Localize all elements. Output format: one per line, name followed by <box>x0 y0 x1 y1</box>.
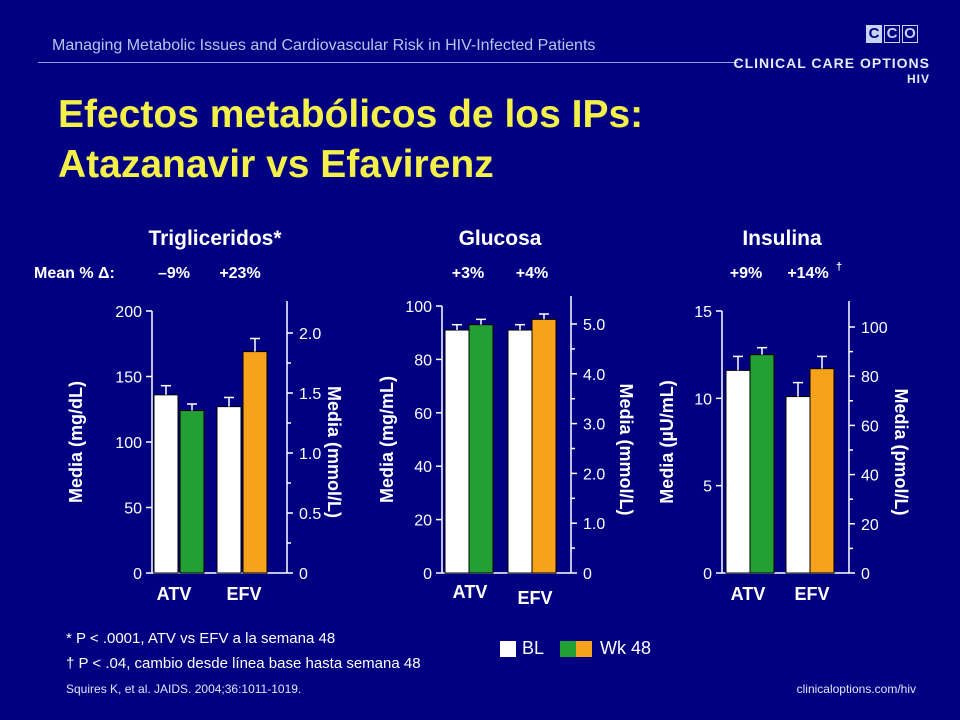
y2-tick-label: 1.5 <box>299 386 321 403</box>
y2-tick-label: 2.0 <box>299 326 321 343</box>
bar <box>785 396 811 574</box>
y-tick-label: 0 <box>133 566 142 583</box>
slide-title: Efectos metabólicos de los IPs: Atazanav… <box>58 90 643 190</box>
reference: Squires K, et al. JAIDS. 2004;36:1011-10… <box>66 682 302 696</box>
y2-tick-label: 20 <box>861 517 879 534</box>
category-label: EFV <box>517 588 552 608</box>
header-text: Managing Metabolic Issues and Cardiovasc… <box>52 37 596 54</box>
title-line-1: Efectos metabólicos de los IPs: <box>58 93 644 136</box>
mean-change-label: +4% <box>516 265 548 282</box>
y-axis-label: Media (µU/mL) <box>657 380 677 503</box>
legend-label-wk48: Wk 48 <box>600 638 652 658</box>
category-label: ATV <box>731 584 766 604</box>
y-tick-label: 20 <box>414 513 432 530</box>
title-line-2: Atazanavir vs Efavirenz <box>58 143 494 186</box>
bar <box>468 324 494 574</box>
header-rule <box>38 62 738 63</box>
bar <box>725 369 751 574</box>
footnote-2: † P < .04, cambio desde línea base hasta… <box>66 655 421 672</box>
bar <box>216 406 242 574</box>
category-label: EFV <box>226 584 261 604</box>
mean-change-label: –9% <box>158 265 190 282</box>
mean-change-label: +3% <box>452 265 484 282</box>
y2-tick-label: 40 <box>861 468 879 485</box>
category-label: ATV <box>157 584 192 604</box>
y-axis-label: Media (mg/dL) <box>66 381 86 503</box>
bar <box>179 410 205 574</box>
y-tick-label: 50 <box>124 501 142 518</box>
legend-swatch-wk48-efv <box>576 640 593 657</box>
bar <box>507 329 533 574</box>
brand-sub: HIV <box>906 72 930 86</box>
category-label: EFV <box>794 584 829 604</box>
y-tick-label: 5 <box>703 479 712 496</box>
y-tick-label: 100 <box>405 299 432 316</box>
y-tick-label: 60 <box>414 406 432 423</box>
y2-axis-label: Media (mmol/L) <box>324 386 344 518</box>
bar <box>444 329 470 574</box>
y-tick-label: 80 <box>414 352 432 369</box>
y2-tick-label: 5.0 <box>583 317 605 334</box>
mean-change-label: +9% <box>730 265 762 282</box>
logo-letter: O <box>902 25 918 43</box>
y2-tick-label: 0 <box>583 566 592 583</box>
mean-change-label: +14% <box>787 265 828 282</box>
cco-logo: C C O <box>866 25 920 43</box>
y-tick-label: 10 <box>694 391 712 408</box>
y2-axis-label: Media (pmol/L) <box>891 389 911 516</box>
mean-change-mark: † <box>836 261 842 273</box>
bar <box>809 368 835 574</box>
chart-title: Trigliceridos* <box>148 227 282 250</box>
bar <box>749 354 775 574</box>
bar <box>531 318 557 574</box>
logo-letter: C <box>866 25 882 43</box>
y-tick-label: 200 <box>115 304 142 321</box>
y2-tick-label: 2.0 <box>583 466 605 483</box>
legend: BL Wk 48 <box>500 638 651 659</box>
y2-tick-label: 0.5 <box>299 506 321 523</box>
y-tick-label: 100 <box>115 435 142 452</box>
y-tick-label: 0 <box>703 566 712 583</box>
y-tick-label: 15 <box>694 304 712 321</box>
logo-letter: C <box>884 25 900 43</box>
chart-title: Insulina <box>742 227 822 250</box>
mean-change-label: +23% <box>219 265 260 282</box>
category-label: ATV <box>453 582 488 602</box>
y2-tick-label: 80 <box>861 369 879 386</box>
bar <box>153 394 179 574</box>
y2-tick-label: 100 <box>861 320 888 337</box>
y-axis-label: Media (mg/mL) <box>377 376 397 503</box>
y2-tick-label: 0 <box>861 566 870 583</box>
y-tick-label: 150 <box>115 370 142 387</box>
y2-tick-label: 1.0 <box>299 446 321 463</box>
y2-tick-label: 0 <box>299 566 308 583</box>
y-tick-label: 0 <box>423 566 432 583</box>
bar <box>242 351 268 574</box>
y2-tick-label: 60 <box>861 418 879 435</box>
source-url: clinicaloptions.com/hiv <box>796 682 916 696</box>
legend-swatch-wk48-atv <box>560 640 577 657</box>
mean-change-heading: Mean % Δ: <box>34 265 115 282</box>
y2-tick-label: 1.0 <box>583 516 605 533</box>
y2-tick-label: 4.0 <box>583 367 605 384</box>
y-tick-label: 40 <box>414 459 432 476</box>
legend-swatch-bl <box>500 640 516 657</box>
y2-axis-label: Media (mmol/L) <box>616 383 636 515</box>
y2-tick-label: 3.0 <box>583 417 605 434</box>
brand-name: CLINICAL CARE OPTIONS <box>733 55 930 71</box>
footnote-1: * P < .0001, ATV vs EFV a la semana 48 <box>66 630 336 647</box>
legend-label-bl: BL <box>522 638 545 658</box>
chart-title: Glucosa <box>459 227 542 250</box>
